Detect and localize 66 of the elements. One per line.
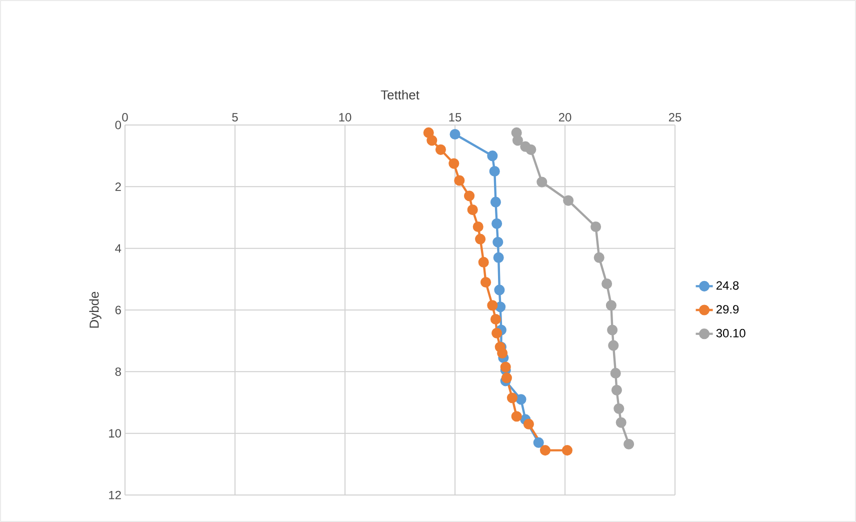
point (487, 300, 498, 311)
x-tick-label: 0 (122, 113, 128, 122)
point (492, 236, 504, 248)
point (480, 276, 492, 288)
point (563, 195, 574, 206)
point (511, 411, 522, 422)
point (501, 372, 512, 384)
point (540, 445, 550, 456)
point (500, 362, 511, 372)
point (490, 314, 501, 325)
y-axis-title: Dybde (89, 292, 102, 328)
legend-label: 29.9 (716, 305, 739, 314)
legend-label: 30.10 (716, 328, 746, 338)
point (608, 340, 619, 351)
point (495, 302, 506, 312)
point (467, 204, 478, 216)
x-tick-label: 25 (668, 113, 682, 122)
point (478, 256, 489, 268)
point (562, 445, 572, 456)
x-axis-title: Tetthet (380, 90, 420, 100)
y-tick-label: 0 (115, 120, 122, 130)
point (526, 144, 536, 155)
point (624, 438, 634, 450)
y-tick-label: 2 (115, 182, 121, 191)
point (493, 252, 504, 263)
x-tick-label: 10 (339, 113, 352, 122)
point (450, 128, 460, 140)
y-tick-label: 10 (109, 429, 122, 438)
point (614, 403, 624, 414)
point (435, 144, 446, 155)
point (490, 196, 501, 208)
point (492, 218, 502, 229)
y-tick-label: 8 (115, 367, 121, 376)
point (492, 328, 502, 338)
point (472, 221, 484, 232)
point (487, 150, 498, 162)
point (523, 418, 534, 430)
point (497, 348, 508, 358)
legend-label: 24.8 (716, 281, 739, 290)
point (448, 158, 460, 169)
y-tick-label: 6 (115, 306, 121, 314)
y-tick-label: 12 (109, 490, 121, 500)
point (611, 384, 622, 396)
point (590, 221, 602, 232)
point (494, 284, 505, 296)
x-tick-label: 5 (232, 113, 238, 122)
y-tick-label: 4 (115, 244, 122, 252)
point (610, 368, 621, 378)
point (594, 252, 604, 263)
point (506, 392, 518, 404)
point (616, 417, 626, 428)
point (464, 190, 475, 202)
x-tick-label: 15 (449, 113, 462, 122)
point (516, 394, 526, 405)
point (489, 166, 500, 177)
point (606, 300, 616, 311)
point (536, 176, 548, 188)
point (454, 175, 465, 186)
point (475, 234, 486, 244)
point (607, 324, 618, 336)
point (602, 278, 612, 290)
point (512, 135, 523, 146)
point (533, 437, 544, 448)
point (423, 127, 434, 138)
x-tick-label: 20 (558, 113, 572, 122)
point (426, 135, 438, 146)
